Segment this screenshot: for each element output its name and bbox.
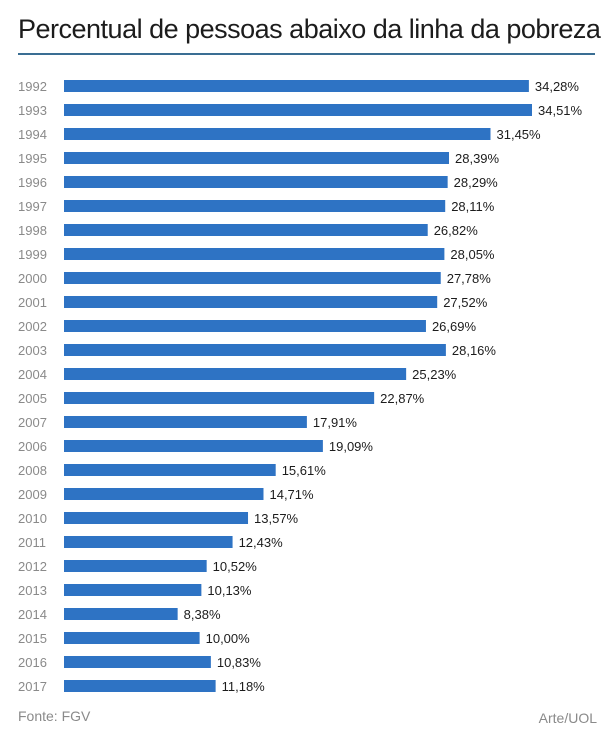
year-label-1992: 1992 [18, 79, 47, 94]
value-label-2010: 13,57% [254, 511, 299, 526]
value-label-1998: 26,82% [434, 223, 479, 238]
year-label-2016: 2016 [18, 655, 47, 670]
bar-2004 [64, 368, 407, 380]
bar-1992 [64, 80, 529, 92]
value-label-1996: 28,29% [454, 175, 499, 190]
bar-1998 [64, 224, 428, 236]
bar-2010 [64, 512, 249, 524]
bar-1993 [64, 104, 532, 116]
year-label-2010: 2010 [18, 511, 47, 526]
value-label-2012: 10,52% [213, 559, 258, 574]
bar-1999 [64, 248, 445, 260]
value-label-2002: 26,69% [432, 319, 477, 334]
year-label-2005: 2005 [18, 391, 47, 406]
year-label-2013: 2013 [18, 583, 47, 598]
year-label-2009: 2009 [18, 487, 47, 502]
bar-2005 [64, 392, 375, 404]
value-label-2004: 25,23% [412, 367, 457, 382]
value-label-2000: 27,78% [447, 271, 492, 286]
bar-2002 [64, 320, 426, 332]
year-label-1993: 1993 [18, 103, 47, 118]
source-note: Fonte: FGV [18, 708, 91, 724]
value-label-1995: 28,39% [455, 151, 500, 166]
year-label-1996: 1996 [18, 175, 47, 190]
bar-2013 [64, 584, 202, 596]
bar-1997 [64, 200, 446, 212]
year-label-2017: 2017 [18, 679, 47, 694]
year-label-1994: 1994 [18, 127, 47, 142]
bar-2016 [64, 656, 211, 668]
year-label-2000: 2000 [18, 271, 47, 286]
bar-1996 [64, 176, 448, 188]
value-label-1994: 31,45% [497, 127, 542, 142]
value-label-1993: 34,51% [538, 103, 583, 118]
value-label-2005: 22,87% [380, 391, 425, 406]
year-label-2015: 2015 [18, 631, 47, 646]
bar-2003 [64, 344, 446, 356]
year-label-2002: 2002 [18, 319, 47, 334]
bar-2009 [64, 488, 264, 500]
value-label-2016: 10,83% [217, 655, 262, 670]
value-label-2003: 28,16% [452, 343, 497, 358]
value-label-2015: 10,00% [206, 631, 251, 646]
value-label-2014: 8,38% [184, 607, 221, 622]
bar-2012 [64, 560, 207, 572]
bar-2014 [64, 608, 178, 620]
year-label-2012: 2012 [18, 559, 47, 574]
value-label-1999: 28,05% [450, 247, 495, 262]
title-rule [18, 53, 595, 55]
year-label-1997: 1997 [18, 199, 47, 214]
value-label-2006: 19,09% [329, 439, 374, 454]
year-label-2004: 2004 [18, 367, 47, 382]
chart-title: Percentual de pessoas abaixo da linha da… [18, 14, 601, 44]
credit-note: Arte/UOL [538, 710, 597, 726]
value-label-1997: 28,11% [451, 199, 495, 214]
bar-2000 [64, 272, 441, 284]
year-label-2001: 2001 [18, 295, 47, 310]
value-label-2008: 15,61% [282, 463, 327, 478]
value-label-2009: 14,71% [269, 487, 314, 502]
bar-1995 [64, 152, 450, 164]
bar-2011 [64, 536, 233, 548]
bar-2015 [64, 632, 200, 644]
value-label-2007: 17,91% [313, 415, 358, 430]
value-label-2013: 10,13% [207, 583, 252, 598]
year-label-1998: 1998 [18, 223, 47, 238]
bar-1994 [64, 128, 491, 140]
year-label-1999: 1999 [18, 247, 47, 262]
year-label-2003: 2003 [18, 343, 47, 358]
year-label-2008: 2008 [18, 463, 47, 478]
year-label-1995: 1995 [18, 151, 47, 166]
value-label-2011: 12,43% [239, 535, 284, 550]
bar-2006 [64, 440, 323, 452]
bar-2008 [64, 464, 276, 476]
bar-2001 [64, 296, 438, 308]
bar-2007 [64, 416, 307, 428]
bar-2017 [64, 680, 216, 692]
value-label-2017: 11,18% [222, 679, 266, 694]
year-label-2014: 2014 [18, 607, 47, 622]
value-label-2001: 27,52% [443, 295, 488, 310]
year-label-2006: 2006 [18, 439, 47, 454]
year-label-2011: 2011 [18, 535, 46, 550]
year-label-2007: 2007 [18, 415, 47, 430]
value-label-1992: 34,28% [535, 79, 580, 94]
